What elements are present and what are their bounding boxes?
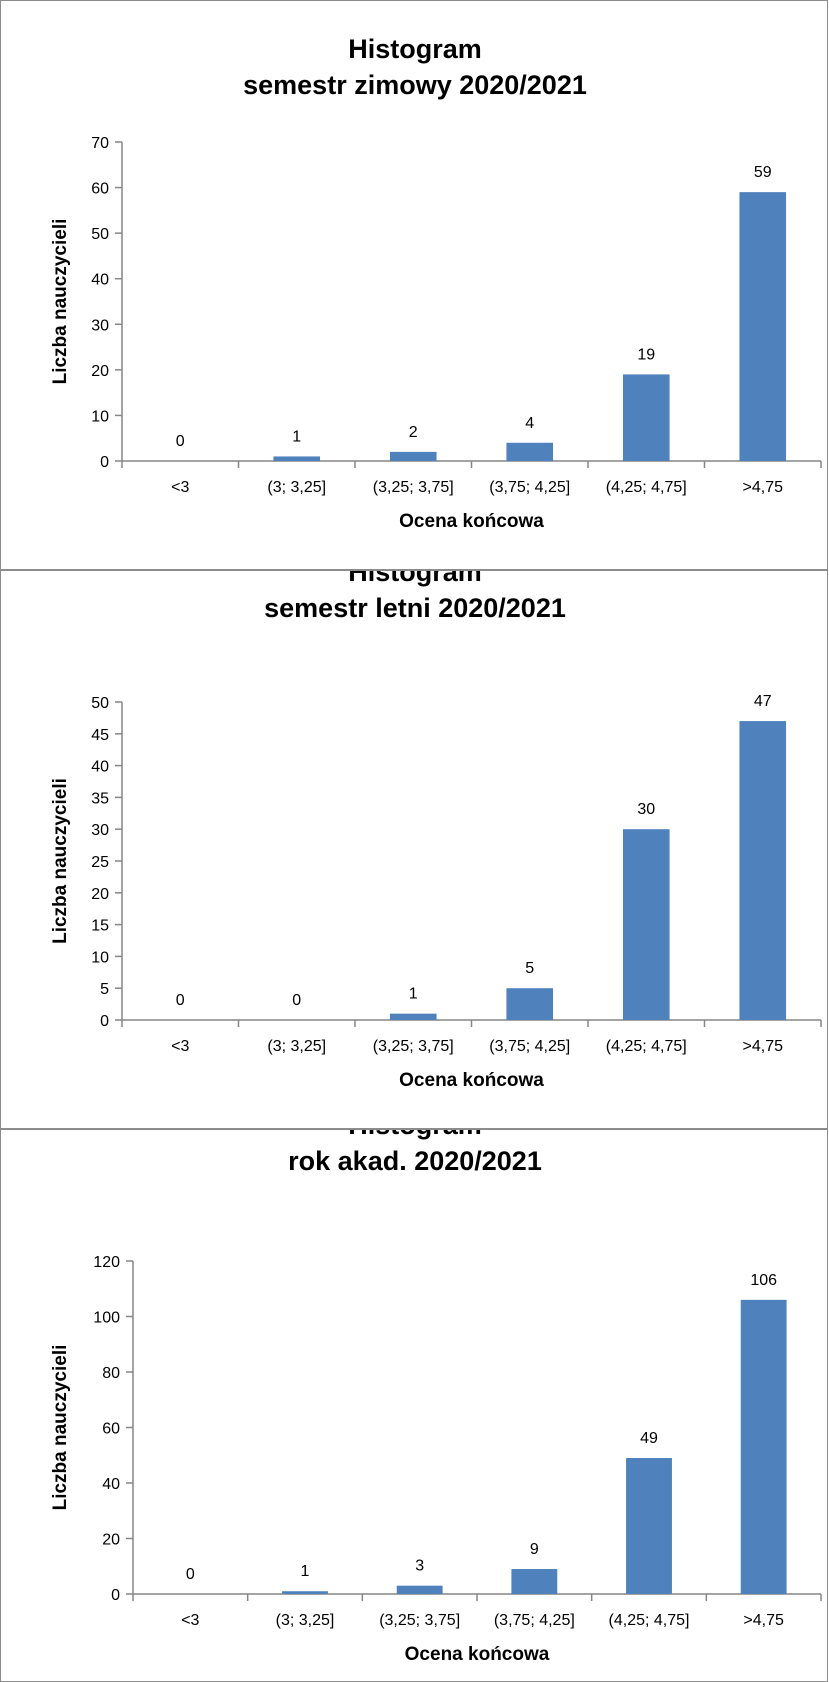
data-label: 0 bbox=[292, 992, 301, 1009]
y-tick-label: 30 bbox=[91, 822, 109, 839]
bar bbox=[506, 442, 554, 461]
y-tick-label: 0 bbox=[111, 1587, 120, 1604]
data-label: 9 bbox=[530, 1541, 539, 1558]
x-tick-label: (4,25; 4,75] bbox=[606, 1038, 687, 1055]
y-tick-label: 120 bbox=[93, 1254, 120, 1271]
y-tick-label: 60 bbox=[91, 181, 109, 198]
data-label: 47 bbox=[754, 693, 772, 710]
y-tick-label: 45 bbox=[91, 727, 109, 744]
data-label: 59 bbox=[754, 164, 772, 181]
chart-title-main: Histogram bbox=[348, 570, 482, 587]
data-label: 5 bbox=[525, 960, 534, 977]
bar bbox=[396, 1585, 443, 1594]
chart-title-main: Histogram bbox=[1, 1130, 827, 1143]
y-tick-label: 40 bbox=[102, 1476, 120, 1493]
x-tick-label: (4,25; 4,75] bbox=[609, 1612, 690, 1629]
y-axis-title: Liczba nauczycieli bbox=[50, 219, 71, 385]
data-label: 106 bbox=[750, 1272, 777, 1289]
x-tick-label: (3,75; 4,25] bbox=[494, 1612, 575, 1629]
x-tick-label: <3 bbox=[171, 479, 189, 496]
y-tick-label: 50 bbox=[91, 226, 109, 243]
y-tick-label: 60 bbox=[102, 1421, 120, 1438]
data-label: 49 bbox=[640, 1430, 658, 1447]
x-tick-label: <3 bbox=[181, 1612, 199, 1629]
data-label: 4 bbox=[525, 415, 534, 432]
x-axis-title: Ocena końcowa bbox=[399, 511, 544, 532]
y-tick-label: 0 bbox=[100, 454, 109, 471]
data-label: 0 bbox=[176, 433, 185, 450]
y-axis-title: Liczba nauczycieli bbox=[50, 778, 71, 944]
data-label: 0 bbox=[186, 1566, 195, 1583]
y-tick-label: 15 bbox=[91, 918, 109, 935]
histogram-chart: 0 10 20 30 40 50 60 70 0 <3 1 (3; 3,25] 2 (3,25; 3,75… bbox=[50, 135, 822, 532]
x-tick-label: (3,25; 3,75] bbox=[373, 1038, 454, 1055]
bar bbox=[626, 1458, 672, 1594]
histogram-chart: 0 20 40 60 80 100 120 0 <3 1 (3; 3,25] 3 (3,25; 3,75… bbox=[50, 1254, 822, 1665]
data-label: 3 bbox=[415, 1558, 424, 1575]
chart-title-main: Histogram bbox=[348, 34, 482, 64]
y-tick-label: 20 bbox=[91, 363, 109, 380]
bar bbox=[739, 192, 787, 461]
x-tick-label: >4,75 bbox=[743, 1612, 784, 1629]
data-label: 0 bbox=[176, 992, 185, 1009]
bar bbox=[389, 1013, 437, 1020]
chart-title: Histogram semestr letni 2020/2021 bbox=[1, 570, 827, 626]
data-label: 1 bbox=[409, 986, 418, 1003]
bar bbox=[622, 374, 670, 461]
bar bbox=[739, 721, 787, 1020]
x-tick-label: (3; 3,25] bbox=[267, 1038, 326, 1055]
x-tick-label: (4,25; 4,75] bbox=[606, 479, 687, 496]
bar bbox=[511, 1569, 558, 1594]
bar bbox=[273, 456, 321, 461]
y-axis-title: Liczba nauczycieli bbox=[50, 1345, 71, 1511]
x-tick-label: (3,25; 3,75] bbox=[373, 479, 454, 496]
y-tick-label: 5 bbox=[100, 981, 109, 998]
y-tick-label: 50 bbox=[91, 695, 109, 712]
histogram-panel-winter: Histogram semestr zimowy 2020/2021 0 10 20… bbox=[0, 0, 828, 570]
y-tick-label: 20 bbox=[102, 1532, 120, 1549]
x-tick-label: (3,75; 4,25] bbox=[489, 1038, 570, 1055]
x-tick-label: >4,75 bbox=[743, 1038, 784, 1055]
x-tick-label: (3; 3,25] bbox=[276, 1612, 335, 1629]
x-tick-label: (3,25; 3,75] bbox=[379, 1612, 460, 1629]
y-tick-label: 20 bbox=[91, 886, 109, 903]
y-tick-label: 10 bbox=[91, 949, 109, 966]
y-tick-label: 25 bbox=[91, 854, 109, 871]
histogram-chart: 0 5 10 15 20 25 30 35 40 45 50 0 <3 0 (3; 3,25] 1 (3,25;… bbox=[50, 693, 822, 1091]
x-tick-label: (3,75; 4,25] bbox=[489, 479, 570, 496]
data-label: 19 bbox=[637, 346, 655, 363]
bar bbox=[506, 988, 554, 1020]
x-tick-label: <3 bbox=[171, 1038, 189, 1055]
histogram-panel-academic-year: Histogram rok akad. 2020/2021 0 20 40 60 80 1… bbox=[0, 1129, 828, 1682]
y-tick-label: 30 bbox=[91, 317, 109, 334]
chart-subtitle: semestr zimowy 2020/2021 bbox=[243, 70, 587, 100]
y-tick-label: 0 bbox=[100, 1013, 109, 1030]
data-label: 1 bbox=[301, 1563, 310, 1580]
chart-subtitle: semestr letni 2020/2021 bbox=[264, 593, 566, 623]
x-axis-title: Ocena końcowa bbox=[405, 1644, 550, 1665]
data-label: 2 bbox=[409, 424, 418, 441]
bar bbox=[389, 451, 437, 461]
histogram-panel-summer: Histogram semestr letni 2020/2021 0 5 10 15… bbox=[0, 570, 828, 1129]
chart-title: Histogram rok akad. 2020/2021 bbox=[1, 1130, 827, 1179]
bar bbox=[282, 1591, 328, 1594]
x-tick-label: (3; 3,25] bbox=[267, 479, 326, 496]
y-tick-label: 40 bbox=[91, 759, 109, 776]
bar bbox=[622, 829, 670, 1020]
y-tick-label: 100 bbox=[93, 1310, 120, 1327]
y-tick-label: 70 bbox=[91, 135, 109, 152]
data-label: 1 bbox=[292, 428, 301, 445]
y-tick-label: 35 bbox=[91, 790, 109, 807]
chart-subtitle: rok akad. 2020/2021 bbox=[288, 1146, 542, 1176]
data-label: 30 bbox=[637, 801, 655, 818]
x-axis-title: Ocena końcowa bbox=[399, 1070, 544, 1091]
y-tick-label: 10 bbox=[91, 408, 109, 425]
chart-title: Histogram semestr zimowy 2020/2021 bbox=[1, 31, 827, 103]
y-tick-label: 80 bbox=[102, 1365, 120, 1382]
bar bbox=[740, 1299, 787, 1594]
y-tick-label: 40 bbox=[91, 272, 109, 289]
x-tick-label: >4,75 bbox=[743, 479, 784, 496]
